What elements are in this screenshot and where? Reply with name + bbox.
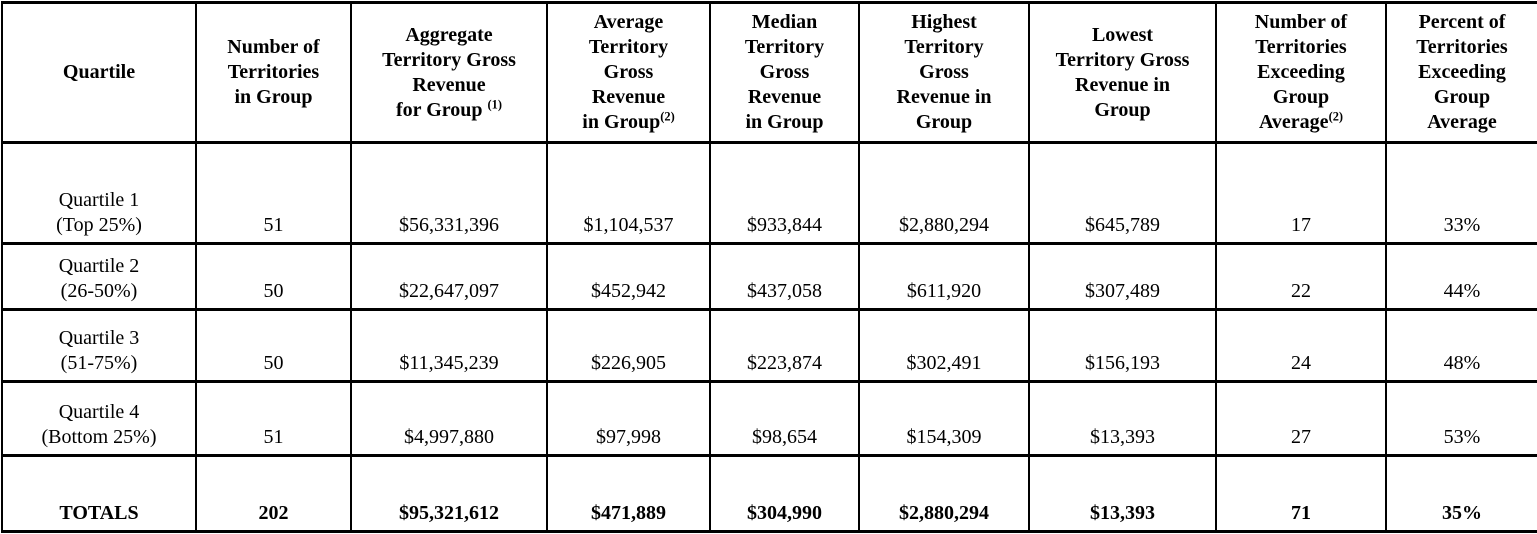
footnote-marker: (2) (1328, 109, 1344, 124)
table-cell: 50 (195, 308, 352, 383)
table-cell: $13,393 (1028, 454, 1217, 533)
table-cell: $13,393 (1028, 380, 1217, 457)
column-header-quartile: Quartile (1, 1, 197, 144)
column-header-label: Percent of Territories Exceeding Group A… (1416, 11, 1508, 133)
column-header-number-exceeding-average: Number of Territories Exceeding Group Av… (1215, 1, 1387, 144)
table-cell: $307,489 (1028, 242, 1217, 311)
table-cell: 35% (1385, 454, 1537, 533)
table-cell: $437,058 (709, 242, 860, 311)
footnote-marker: (1) (487, 96, 502, 111)
table-cell: $226,905 (546, 308, 711, 383)
column-header-average-revenue: Average Territory Gross Revenue in Group… (546, 1, 711, 144)
table-cell: $471,889 (546, 454, 711, 533)
table-cell: Quartile 1 (Top 25%) (1, 141, 197, 245)
table-cell: 202 (195, 454, 352, 533)
column-header-label: Median Territory Gross Revenue in Group (744, 11, 825, 133)
column-header-lowest-revenue: Lowest Territory Gross Revenue in Group (1028, 1, 1217, 144)
table-cell: 71 (1215, 454, 1387, 533)
table-cell: 33% (1385, 141, 1537, 245)
table-cell: $452,942 (546, 242, 711, 311)
table-cell: Quartile 4 (Bottom 25%) (1, 380, 197, 457)
table-row-totals: TOTALS 202 $95,321,612 $471,889 $304,990… (1, 454, 1537, 533)
column-header-highest-revenue: Highest Territory Gross Revenue in Group (858, 1, 1030, 144)
table-cell: $98,654 (709, 380, 860, 457)
table-cell: $22,647,097 (350, 242, 548, 311)
table-cell: 51 (195, 141, 352, 245)
column-header-label: Number of Territories in Group (227, 36, 320, 108)
table-cell: $95,321,612 (350, 454, 548, 533)
table-cell: 24 (1215, 308, 1387, 383)
table-cell: $154,309 (858, 380, 1030, 457)
table-cell: $645,789 (1028, 141, 1217, 245)
table-cell: $302,491 (858, 308, 1030, 383)
table-row-quartile-3: Quartile 3 (51-75%) 50 $11,345,239 $226,… (1, 308, 1537, 383)
table-cell: $156,193 (1028, 308, 1217, 383)
table-cell: Quartile 2 (26-50%) (1, 242, 197, 311)
table-cell: 51 (195, 380, 352, 457)
table-cell: Quartile 3 (51-75%) (1, 308, 197, 383)
table-cell: 48% (1385, 308, 1537, 383)
table-cell: $4,997,880 (350, 380, 548, 457)
table-cell: $933,844 (709, 141, 860, 245)
table-cell: $304,990 (709, 454, 860, 533)
table-cell: $2,880,294 (858, 454, 1030, 533)
table-cell: 22 (1215, 242, 1387, 311)
table-row-quartile-4: Quartile 4 (Bottom 25%) 51 $4,997,880 $9… (1, 380, 1537, 457)
table-cell: $1,104,537 (546, 141, 711, 245)
column-header-label: Quartile (62, 61, 136, 83)
column-header-label: Aggregate Territory Gross Revenue for Gr… (382, 23, 516, 121)
column-header-label: Average Territory Gross Revenue in Group (582, 11, 669, 133)
table-cell: $2,880,294 (858, 141, 1030, 245)
table-cell: 50 (195, 242, 352, 311)
table-row-quartile-1: Quartile 1 (Top 25%) 51 $56,331,396 $1,1… (1, 141, 1537, 245)
table-cell: TOTALS (1, 454, 197, 533)
table-cell: 27 (1215, 380, 1387, 457)
column-header-median-revenue: Median Territory Gross Revenue in Group (709, 1, 860, 144)
column-header-label: Lowest Territory Gross Revenue in Group (1055, 23, 1190, 121)
table-cell: $223,874 (709, 308, 860, 383)
table-cell: 44% (1385, 242, 1537, 311)
table-cell: 17 (1215, 141, 1387, 245)
table-row-quartile-2: Quartile 2 (26-50%) 50 $22,647,097 $452,… (1, 242, 1537, 311)
column-header-label: Number of Territories Exceeding Group Av… (1254, 11, 1348, 133)
table-cell: 53% (1385, 380, 1537, 457)
column-header-percent-exceeding-average: Percent of Territories Exceeding Group A… (1385, 1, 1537, 144)
header-row: Quartile Number of Territories in Group … (1, 1, 1537, 144)
column-header-aggregate-revenue: Aggregate Territory Gross Revenue for Gr… (350, 1, 548, 144)
footnote-marker: (2) (660, 109, 675, 124)
table-cell: $56,331,396 (350, 141, 548, 245)
column-header-number-of-territories: Number of Territories in Group (195, 1, 352, 144)
table-cell: $11,345,239 (350, 308, 548, 383)
table-cell: $611,920 (858, 242, 1030, 311)
column-header-label: Highest Territory Gross Revenue in Group (896, 11, 992, 133)
table-cell: $97,998 (546, 380, 711, 457)
